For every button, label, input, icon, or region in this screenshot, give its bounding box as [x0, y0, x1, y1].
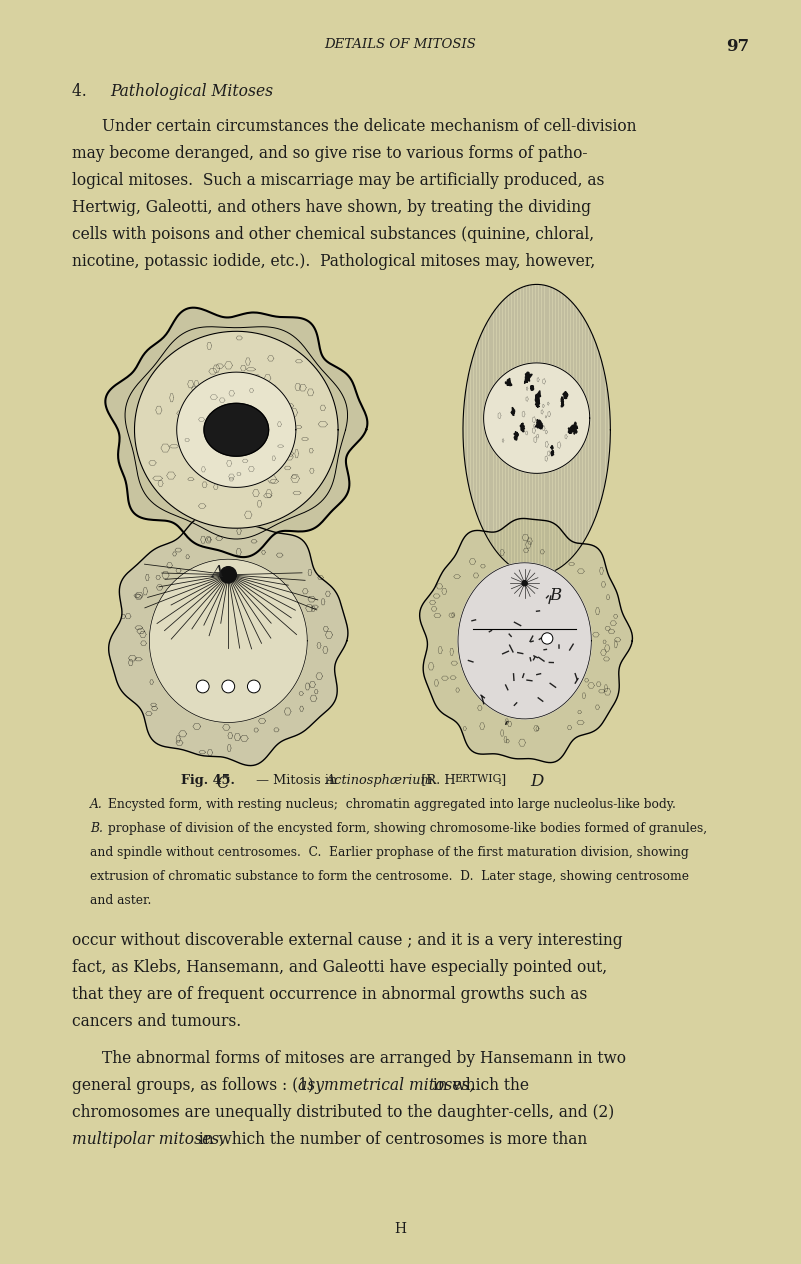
- Polygon shape: [106, 307, 368, 557]
- Polygon shape: [149, 559, 308, 723]
- Text: Hertwig, Galeotti, and others have shown, by treating the dividing: Hertwig, Galeotti, and others have shown…: [72, 200, 591, 216]
- Circle shape: [248, 680, 260, 693]
- Polygon shape: [420, 518, 633, 762]
- Polygon shape: [505, 378, 512, 386]
- Text: Encysted form, with resting nucleus;  chromatin aggregated into large nucleolus-: Encysted form, with resting nucleus; chr…: [108, 798, 676, 811]
- Text: general groups, as follows : (1): general groups, as follows : (1): [72, 1077, 319, 1095]
- Text: that they are of frequent occurrence in abnormal growths such as: that they are of frequent occurrence in …: [72, 986, 587, 1004]
- Text: chromosomes are unequally distributed to the daughter-cells, and (2): chromosomes are unequally distributed to…: [72, 1105, 614, 1121]
- Text: in which the: in which the: [428, 1077, 529, 1095]
- Text: C: C: [216, 775, 229, 793]
- Text: — Mitosis in: — Mitosis in: [252, 774, 342, 786]
- Text: Pathological Mitoses: Pathological Mitoses: [110, 83, 273, 100]
- Polygon shape: [521, 425, 525, 432]
- Polygon shape: [525, 372, 532, 383]
- Text: asymmetrical mitoses,: asymmetrical mitoses,: [298, 1077, 474, 1095]
- Text: prophase of division of the encysted form, showing chromosome-like bodies formed: prophase of division of the encysted for…: [108, 822, 707, 836]
- Polygon shape: [562, 397, 563, 402]
- Polygon shape: [135, 331, 338, 528]
- Polygon shape: [540, 423, 543, 428]
- Text: .]: .]: [498, 774, 508, 786]
- Circle shape: [222, 680, 235, 693]
- Text: extrusion of chromatic substance to form the centrosome.  D.  Later stage, showi: extrusion of chromatic substance to form…: [90, 870, 689, 882]
- Polygon shape: [535, 420, 541, 428]
- Text: and spindle without centrosomes.  C.  Earlier prophase of the first maturation d: and spindle without centrosomes. C. Earl…: [90, 846, 689, 858]
- Text: nicotine, potassic iodide, etc.).  Pathological mitoses may, however,: nicotine, potassic iodide, etc.). Pathol…: [72, 254, 595, 270]
- Polygon shape: [571, 422, 578, 435]
- Text: H: H: [395, 1222, 406, 1236]
- Polygon shape: [562, 401, 564, 407]
- Text: may become deranged, and so give rise to various forms of patho-: may become deranged, and so give rise to…: [72, 145, 588, 162]
- Polygon shape: [551, 450, 553, 456]
- Text: logical mitoses.  Such a miscarriage may be artificially produced, as: logical mitoses. Such a miscarriage may …: [72, 172, 605, 188]
- Text: 4.: 4.: [72, 83, 97, 100]
- Text: and aster.: and aster.: [90, 894, 151, 906]
- Circle shape: [541, 633, 553, 645]
- Text: Actinosphærium.: Actinosphærium.: [326, 774, 438, 786]
- Text: A: A: [211, 564, 223, 581]
- Polygon shape: [520, 423, 524, 430]
- Polygon shape: [177, 372, 296, 488]
- Text: The abnormal forms of mitoses are arranged by Hansemann in two: The abnormal forms of mitoses are arrang…: [102, 1050, 626, 1067]
- Text: occur without discoverable external cause ; and it is a very interesting: occur without discoverable external caus…: [72, 932, 622, 949]
- Text: Under certain circumstances the delicate mechanism of cell-division: Under certain circumstances the delicate…: [102, 118, 637, 134]
- Text: [R. H: [R. H: [413, 774, 455, 786]
- Text: ERTWIG: ERTWIG: [454, 774, 501, 784]
- Text: A.: A.: [90, 798, 103, 811]
- Polygon shape: [463, 284, 610, 575]
- Circle shape: [220, 566, 236, 583]
- Text: cancers and tumours.: cancers and tumours.: [72, 1014, 241, 1030]
- Polygon shape: [563, 392, 568, 398]
- Polygon shape: [511, 407, 515, 416]
- Circle shape: [522, 580, 527, 585]
- Text: cells with poisons and other chemical substances (quinine, chloral,: cells with poisons and other chemical su…: [72, 226, 594, 243]
- Polygon shape: [109, 516, 348, 766]
- Polygon shape: [484, 363, 590, 473]
- Polygon shape: [569, 426, 572, 434]
- Text: DETAILS OF MITOSIS: DETAILS OF MITOSIS: [324, 38, 477, 51]
- Polygon shape: [530, 386, 533, 391]
- Polygon shape: [550, 445, 553, 450]
- Circle shape: [196, 680, 209, 693]
- Text: B: B: [549, 586, 562, 604]
- Text: 97: 97: [726, 38, 749, 54]
- Text: Fig. 45.: Fig. 45.: [181, 774, 235, 786]
- Polygon shape: [458, 562, 591, 719]
- Polygon shape: [204, 403, 268, 456]
- Polygon shape: [536, 391, 541, 404]
- Text: B.: B.: [90, 822, 103, 836]
- Polygon shape: [514, 431, 518, 440]
- Text: D: D: [530, 774, 544, 790]
- Text: multipolar mitoses,: multipolar mitoses,: [72, 1131, 224, 1149]
- Polygon shape: [535, 399, 540, 407]
- Text: fact, as Klebs, Hansemann, and Galeotti have especially pointed out,: fact, as Klebs, Hansemann, and Galeotti …: [72, 959, 607, 976]
- Text: in which the number of centrosomes is more than: in which the number of centrosomes is mo…: [194, 1131, 587, 1149]
